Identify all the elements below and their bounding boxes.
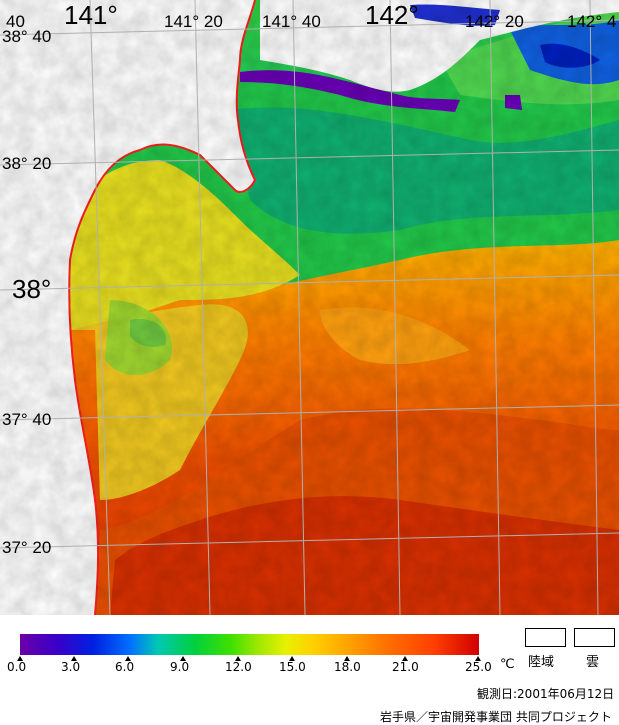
- lon-label-142-40: 142° 4: [567, 12, 617, 31]
- colorbar-tick-mark: [17, 656, 23, 661]
- observation-date: 観測日:2001年06月12日: [477, 687, 615, 701]
- land-legend-label: 陸域: [528, 655, 555, 670]
- graticule: [0, 0, 619, 615]
- colorbar-tick-label: 12.0: [225, 660, 252, 674]
- colorbar-tick-label: 15.0: [279, 660, 306, 674]
- cloud-legend-label: 雲: [586, 655, 600, 670]
- lat-label-38-20: 38° 20: [2, 154, 52, 173]
- temperature-colorbar: [20, 634, 479, 655]
- lat-label-38-40: 38° 40: [2, 27, 52, 46]
- colorbar-tick-label: 0.0: [7, 660, 27, 674]
- colorbar-tick-mark: [235, 656, 241, 661]
- corner-label: 40: [6, 12, 25, 31]
- colorbar-tick-label: 9.0: [170, 660, 190, 674]
- cloud-legend-swatch: [574, 628, 615, 647]
- colorbar-tick-mark: [125, 656, 131, 661]
- colorbar-tick-label: 25.0: [465, 660, 492, 674]
- colorbar-tick-mark: [475, 656, 481, 661]
- lon-label-141-40: 141° 40: [262, 12, 321, 31]
- lon-label-142-20: 142° 20: [465, 12, 524, 31]
- sst-map: [0, 0, 619, 615]
- unit-label: ℃: [500, 657, 515, 672]
- lat-label-37-20: 37° 20: [2, 538, 52, 557]
- lon-label-142: 142°: [365, 0, 419, 30]
- lat-label-37-40: 37° 40: [2, 410, 52, 429]
- colorbar-tick-label: 3.0: [61, 660, 81, 674]
- colorbar-tick-label: 6.0: [115, 660, 135, 674]
- colorbar-tick-mark: [289, 656, 295, 661]
- lat-label-38: 38°: [12, 274, 52, 304]
- credit-line: 岩手県／宇宙開発事業団 共同プロジェクト: [380, 710, 612, 724]
- colorbar-tick-label: 21.0: [392, 660, 419, 674]
- land-legend-swatch: [525, 628, 566, 647]
- colorbar-tick-mark: [402, 656, 408, 661]
- colorbar-tick-mark: [180, 656, 186, 661]
- lon-label-141-20: 141° 20: [164, 12, 223, 31]
- colorbar-tick-label: 18.0: [334, 660, 361, 674]
- lon-label-141: 141°: [64, 0, 118, 30]
- colorbar-tick-mark: [344, 656, 350, 661]
- colorbar-tick-mark: [71, 656, 77, 661]
